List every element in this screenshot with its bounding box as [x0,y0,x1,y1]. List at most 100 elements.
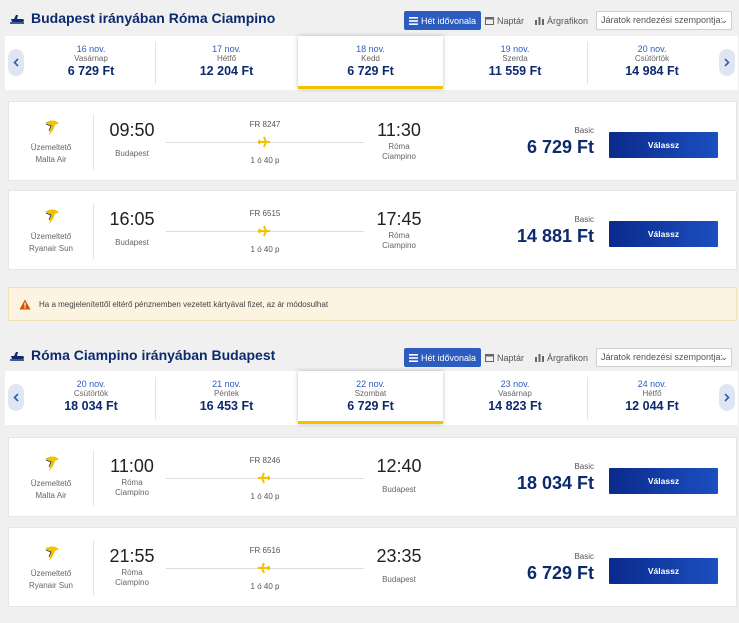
date-option[interactable]: 23 nov. Vasárnap 14 823 Ft [444,371,586,425]
ryanair-harp-logo-icon [45,456,59,471]
flight-number: FR 6515 [249,209,281,218]
chevron-right-icon [724,58,730,67]
operator-label: Üzemeltető [30,143,72,152]
date-label: 20 nov. [76,379,106,389]
date-option[interactable]: 16 nov. Vasárnap 6 729 Ft [27,36,155,90]
flight-price: 18 034 Ft [516,473,594,493]
arrival-city-line: Ciampino [382,241,416,250]
arrival-city: Budapest [382,485,416,494]
operator-name: Malta Air [35,491,67,500]
prev-dates-button[interactable] [8,49,24,76]
departure-city: Budapest [115,149,149,158]
chart-view-button[interactable]: Árgrafikon [535,348,588,367]
date-price: 12 044 Ft [625,399,679,413]
date-label: 22 nov. [356,379,385,389]
departure-city: Róma Ciampino [102,478,162,498]
plane-icon [258,136,270,148]
sort-select[interactable]: Járatok rendezési szempontja: ⌄ [596,348,732,367]
date-price: 11 559 Ft [488,64,542,78]
fare-type: Basic [574,462,594,471]
flight-number: FR 6516 [249,546,281,555]
date-option[interactable]: 19 nov. Szerda 11 559 Ft [444,36,586,90]
flight-price: 14 881 Ft [516,226,594,246]
date-option[interactable]: 21 nov. Péntek 16 453 Ft [156,371,297,425]
plane-icon [258,562,270,574]
arrival-city-line: Róma [388,142,410,151]
week-view-label: Hét idővonala [421,15,477,26]
fare-type: Basic [574,215,594,224]
notice-text: Ha a megjelenítettől eltérő pénznemben v… [39,299,329,309]
date-option-selected[interactable]: 22 nov. Szombat 6 729 Ft [298,371,443,424]
date-label: 20 nov. [637,44,667,54]
date-price: 18 034 Ft [64,399,118,413]
chevron-right-icon [724,393,730,402]
date-label: 16 nov. [76,44,106,54]
flight-card[interactable]: Üzemeltető Malta Air 11:00 Róma Ciampino… [8,437,737,517]
arrival-time: 11:30 [377,120,421,140]
select-flight-button[interactable]: Válassz [609,132,718,158]
bar-chart-icon [535,354,544,362]
flight-card[interactable]: Üzemeltető Malta Air 09:50 Budapest FR 8… [8,101,737,181]
departure-time: 16:05 [109,209,155,229]
flight-price: 6 729 Ft [526,563,594,583]
select-flight-button[interactable]: Válassz [609,558,718,584]
departure-city: Budapest [115,238,149,247]
date-price: 14 823 Ft [488,399,542,413]
next-dates-button[interactable] [719,384,735,411]
day-label: Szombat [354,389,387,398]
select-flight-button[interactable]: Válassz [609,468,718,494]
divider [93,540,94,596]
departure-city-line: Ciampino [115,488,149,497]
date-label: 23 nov. [500,379,530,389]
week-view-button[interactable]: Hét idővonala [404,348,482,367]
date-option[interactable]: 17 nov. Hétfő 12 204 Ft [156,36,297,90]
next-dates-button[interactable] [719,49,735,76]
departure-city-line: Ciampino [115,578,149,587]
departure-time: 09:50 [109,120,155,140]
day-label: Csütörtök [73,389,109,398]
day-label: Vasárnap [498,389,532,398]
chart-view-button[interactable]: Árgrafikon [535,11,588,30]
sort-select-label: Járatok rendezési szempontja: [601,352,724,362]
plane-icon [10,352,24,361]
divider [587,42,588,84]
list-icon [409,353,418,362]
sort-select[interactable]: Járatok rendezési szempontja: ⌄ [596,11,732,30]
flight-price: 6 729 Ft [526,137,594,157]
select-flight-button[interactable]: Válassz [609,221,718,247]
day-label: Hétfő [216,54,237,63]
operator-info: Üzemeltető Malta Air [9,142,93,166]
flight-card[interactable]: Üzemeltető Ryanair Sun 21:55 Róma Ciampi… [8,527,737,607]
chart-view-label: Árgrafikon [547,352,589,363]
calendar-icon [485,354,494,362]
arrival-time: 23:35 [376,546,422,566]
day-label: Szerda [502,54,528,63]
date-option[interactable]: 24 nov. Hétfő 12 044 Ft [588,371,716,425]
week-view-button[interactable]: Hét idővonala [404,11,482,30]
day-label: Péntek [214,389,239,398]
operator-info: Üzemeltető Malta Air [9,478,93,502]
chevron-left-icon [13,393,19,402]
departure-city-line: Róma [121,478,143,487]
prev-dates-button[interactable] [8,384,24,411]
ryanair-harp-logo-icon [45,546,59,561]
arrival-time: 17:45 [376,209,422,229]
date-option[interactable]: 20 nov. Csütörtök 18 034 Ft [27,371,155,425]
calendar-view-button[interactable]: Naptár [485,348,524,367]
flight-card[interactable]: Üzemeltető Ryanair Sun 16:05 Budapest FR… [8,190,737,270]
date-price: 16 453 Ft [199,399,254,413]
operator-name: Ryanair Sun [28,244,74,253]
day-label: Kedd [361,54,380,63]
outbound-header: Budapest irányában Róma Ciampino Hét idő… [0,3,739,33]
date-option-selected[interactable]: 18 nov. Kedd 6 729 Ft [298,36,443,89]
flight-duration: 1 ó 40 p [250,156,280,165]
operator-name: Malta Air [35,155,67,164]
calendar-view-button[interactable]: Naptár [485,11,524,30]
arrival-city: Budapest [382,575,416,584]
fare-type: Basic [574,552,594,561]
day-label: Hétfő [642,389,662,398]
bar-chart-icon [535,17,544,25]
date-option[interactable]: 20 nov. Csütörtök 14 984 Ft [588,36,716,90]
date-price: 6 729 Ft [347,399,394,413]
warning-icon [19,299,31,309]
